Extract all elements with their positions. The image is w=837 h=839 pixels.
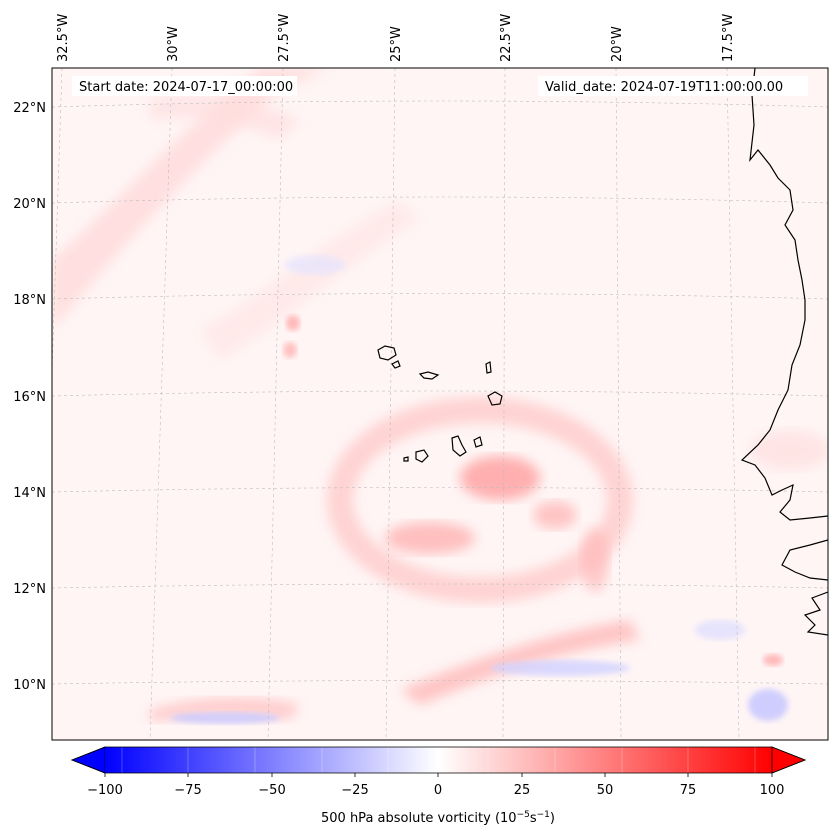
colorbar-ticks bbox=[104, 773, 773, 777]
cb-tick-label: 25 bbox=[514, 783, 531, 798]
vorticity-ring bbox=[327, 397, 633, 603]
grid-lon-20w bbox=[615, 68, 622, 740]
graticule bbox=[52, 68, 828, 740]
lat-label-18n: 18°N bbox=[13, 293, 46, 308]
colorbar-extend-min bbox=[70, 746, 106, 774]
vorticity-max-4 bbox=[581, 528, 609, 592]
vorticity-max-3 bbox=[533, 501, 577, 529]
cb-tick-label: −75 bbox=[174, 783, 201, 798]
start-date-text: Start date: 2024-07-17_00:00:00 bbox=[79, 80, 293, 95]
grid-lat-16n bbox=[52, 390, 828, 397]
valid-date-text: Valid_date: 2024-07-19T11:00:00.00 bbox=[545, 80, 783, 95]
cb-tick-label: 50 bbox=[597, 783, 614, 798]
lon-label-30w: 30°W bbox=[166, 26, 181, 62]
lon-label-17-5w: 17.5°W bbox=[721, 14, 736, 62]
grid-lat-14n bbox=[52, 487, 828, 493]
grid-lat-12n bbox=[52, 583, 828, 589]
grid-lon-27-5w bbox=[267, 68, 284, 740]
lon-label-27-5w: 27.5°W bbox=[277, 14, 292, 62]
lon-label-25w: 25°W bbox=[389, 26, 404, 62]
map-frame bbox=[51, 67, 829, 741]
cb-label-exp1: −5 bbox=[517, 810, 530, 820]
grid-lon-22-5w bbox=[502, 68, 506, 740]
cb-label-exp2: −1 bbox=[537, 810, 550, 820]
colorbar-bands bbox=[121, 747, 756, 773]
colorbar-label: 500 hPa absolute vorticity (10−5s−1) bbox=[321, 810, 555, 826]
map-panel: Start date: 2024-07-17_00:00:00 Valid_da… bbox=[52, 68, 828, 740]
lat-label-14n: 14°N bbox=[13, 486, 46, 501]
grid-lat-10n bbox=[52, 680, 828, 685]
vorticity-min-2 bbox=[490, 660, 630, 676]
colorbar-extend-max bbox=[771, 746, 807, 774]
africa-coastline bbox=[740, 68, 828, 521]
colorbar-body bbox=[105, 747, 772, 773]
cb-label-suffix: ) bbox=[550, 811, 555, 826]
island-sao-nicolau bbox=[418, 371, 440, 380]
vorticity-spot-1 bbox=[286, 315, 300, 331]
vorticity-max-1 bbox=[460, 456, 540, 500]
grid-lat-22n bbox=[52, 100, 828, 108]
lat-label-22n: 22°N bbox=[13, 101, 46, 116]
cb-label-prefix: 500 hPa absolute vorticity (10 bbox=[321, 811, 517, 826]
island-sao-vicente bbox=[391, 360, 401, 369]
vorticity-spot-4 bbox=[750, 430, 828, 470]
africa-coastline-south bbox=[781, 539, 828, 636]
cb-tick-label: −25 bbox=[341, 783, 368, 798]
longitude-labels: 32.5°W 30°W 27.5°W 25°W 22.5°W 20°W 17.5… bbox=[56, 14, 736, 62]
lon-label-32-5w: 32.5°W bbox=[56, 14, 71, 62]
grid-lat-18n bbox=[52, 293, 828, 300]
vorticity-min-1 bbox=[170, 712, 280, 724]
colorbar-tick-labels: −100 −75 −50 −25 0 25 50 75 100 bbox=[87, 783, 784, 798]
grid-lon-30w bbox=[149, 68, 173, 740]
lat-label-12n: 12°N bbox=[13, 582, 46, 597]
vorticity-field bbox=[52, 68, 828, 724]
cb-tick-label: 75 bbox=[680, 783, 697, 798]
vorticity-max-2 bbox=[385, 522, 475, 554]
lat-label-16n: 16°N bbox=[13, 390, 46, 405]
island-maio bbox=[473, 436, 483, 448]
vorticity-band-center bbox=[200, 200, 420, 360]
island-santo-antao bbox=[377, 345, 397, 361]
grid-lon-25w bbox=[385, 68, 396, 740]
lon-label-20w: 20°W bbox=[610, 26, 625, 62]
island-sal bbox=[485, 361, 492, 374]
vorticity-spot-3 bbox=[763, 654, 783, 666]
cb-tick-label: 100 bbox=[760, 783, 785, 798]
latitude-labels: 22°N 20°N 18°N 16°N 14°N 12°N 10°N bbox=[13, 101, 46, 693]
vorticity-min-5 bbox=[285, 255, 345, 275]
grid-lon-17-5w bbox=[726, 68, 740, 740]
colorbar: −100 −75 −50 −25 0 25 50 75 100 500 hPa … bbox=[70, 746, 807, 826]
start-date-box bbox=[72, 76, 297, 96]
island-boa-vista bbox=[487, 391, 503, 406]
island-fogo bbox=[415, 449, 429, 463]
vorticity-spot-2 bbox=[283, 342, 297, 358]
lat-label-20n: 20°N bbox=[13, 197, 46, 212]
island-santiago bbox=[451, 435, 467, 457]
lat-label-10n: 10°N bbox=[13, 678, 46, 693]
grid-lat-20n bbox=[52, 196, 828, 204]
cb-tick-label: 0 bbox=[434, 783, 442, 798]
valid-date-box bbox=[538, 76, 808, 96]
vorticity-band-north bbox=[150, 95, 300, 140]
lon-label-22-5w: 22.5°W bbox=[499, 14, 514, 62]
cb-tick-label: −50 bbox=[258, 783, 285, 798]
cb-tick-label: −100 bbox=[87, 783, 123, 798]
vorticity-min-3 bbox=[748, 689, 788, 721]
coastlines bbox=[377, 68, 828, 636]
cb-label-mid: s bbox=[530, 811, 537, 826]
island-brava bbox=[403, 456, 409, 462]
vorticity-min-4 bbox=[695, 620, 745, 640]
